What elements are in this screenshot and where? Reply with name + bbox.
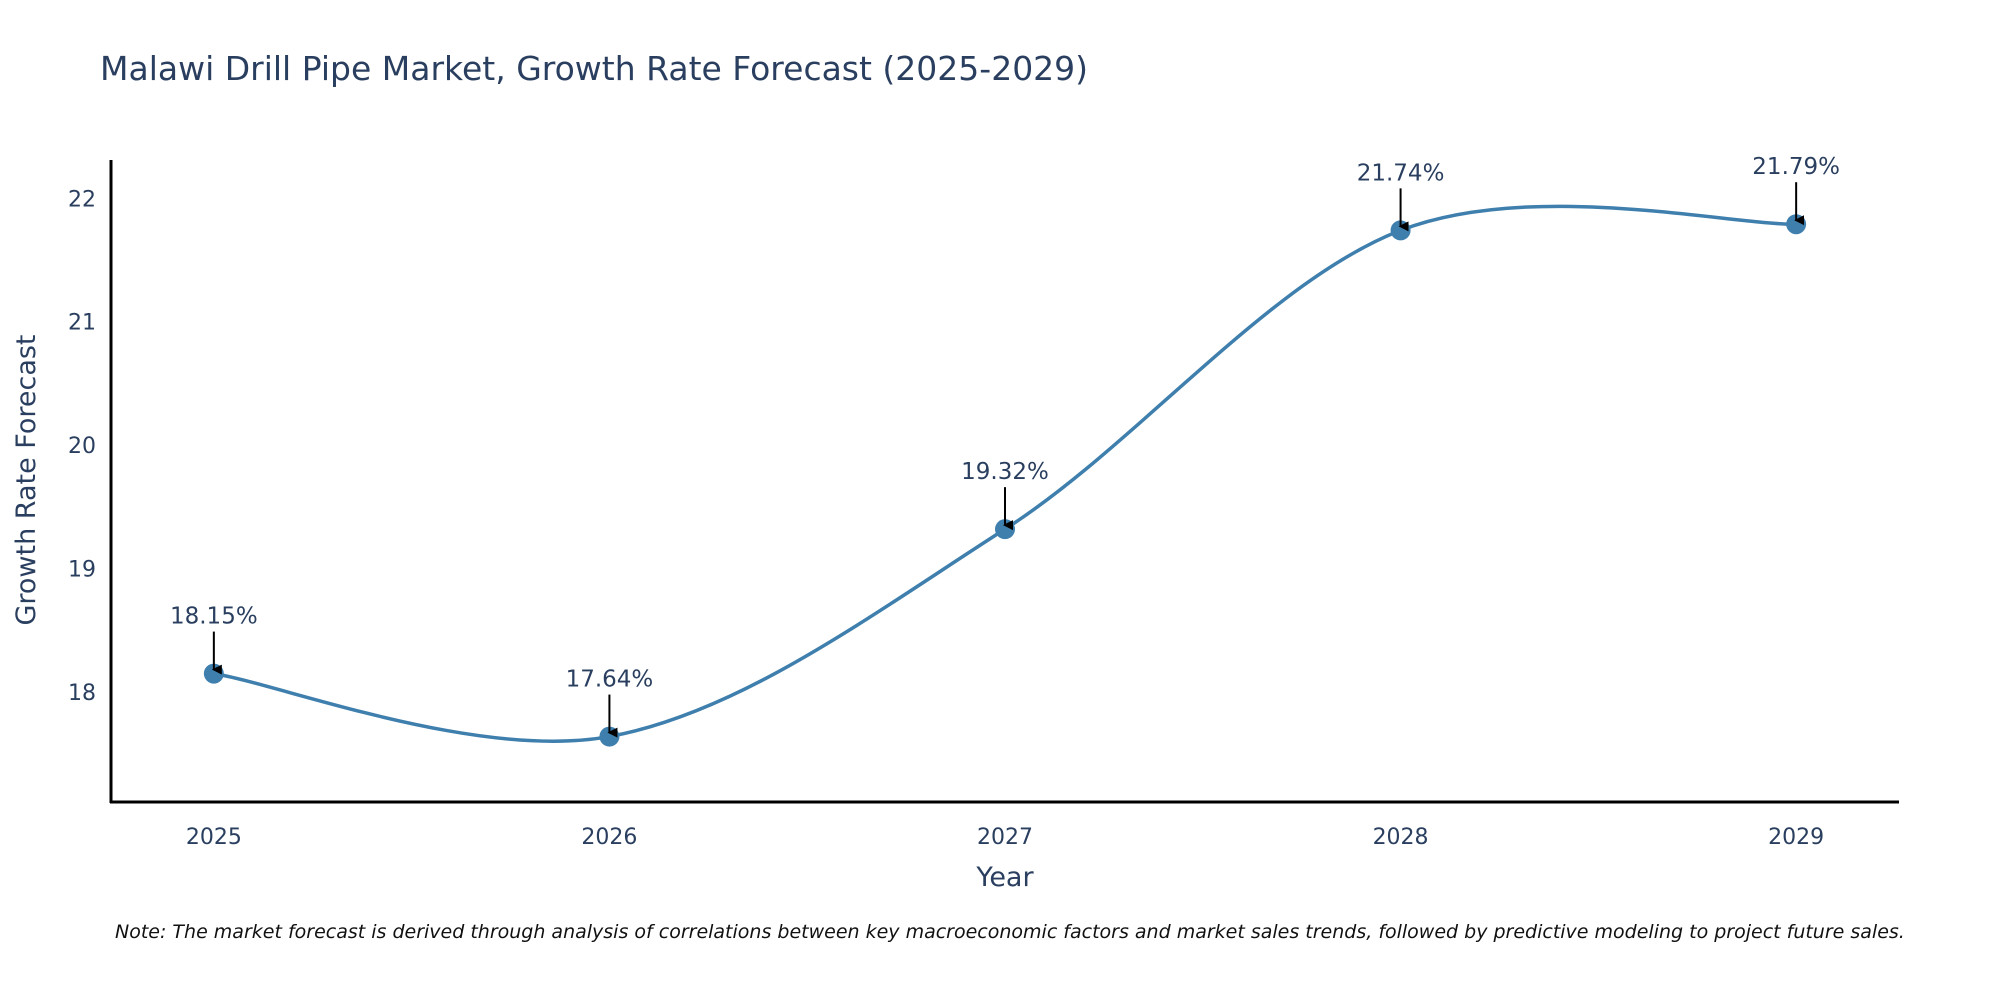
x-tick-label: 2025: [186, 825, 242, 850]
x-axis-title: Year: [975, 862, 1034, 893]
data-label: 21.79%: [1752, 154, 1840, 180]
footnote: Note: The market forecast is derived thr…: [115, 921, 1905, 943]
y-tick-label: 18: [68, 681, 96, 706]
x-tick-label: 2028: [1373, 825, 1429, 850]
x-tick-label: 2029: [1768, 825, 1824, 850]
chart-title: Malawi Drill Pipe Market, Growth Rate Fo…: [100, 49, 1088, 88]
y-tick-label: 19: [68, 558, 96, 583]
y-axis-ticks: 18 19 20 21 22: [68, 187, 96, 706]
data-label: 17.64%: [566, 667, 654, 693]
x-tick-label: 2026: [581, 825, 637, 850]
data-label: 21.74%: [1357, 160, 1445, 186]
x-axis-ticks: 2025 2026 2027 2028 2029: [186, 825, 1824, 850]
y-axis-title: Growth Rate Forecast: [11, 334, 42, 625]
y-tick-label: 20: [68, 434, 96, 459]
data-label: 18.15%: [170, 604, 258, 630]
x-tick-label: 2027: [977, 825, 1033, 850]
y-tick-label: 21: [68, 311, 96, 336]
data-label: 19.32%: [961, 459, 1049, 485]
data-annotations: 18.15% 17.64% 19.32% 21.74% 21.79%: [170, 154, 1840, 738]
y-tick-label: 22: [68, 187, 96, 212]
